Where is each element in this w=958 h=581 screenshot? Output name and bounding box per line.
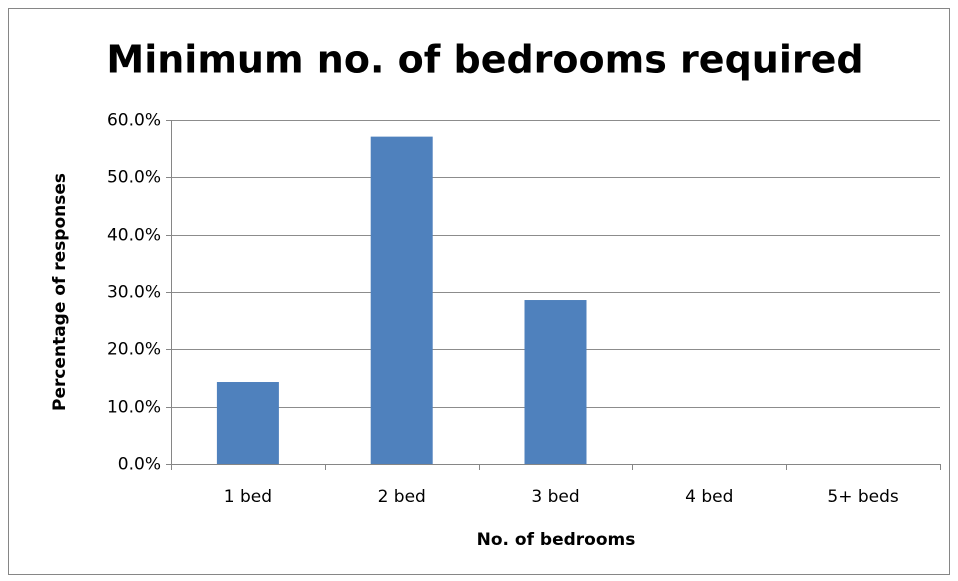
- x-axis-title: No. of bedrooms: [477, 530, 636, 550]
- bar: [216, 382, 279, 464]
- chart-title: Minimum no. of bedrooms required: [106, 38, 863, 82]
- x-tick-label: 5+ beds: [827, 487, 899, 507]
- y-tick-label: 60.0%: [107, 111, 161, 131]
- x-tick-label: 1 bed: [224, 487, 272, 507]
- bar: [370, 136, 433, 465]
- chart-border: [8, 8, 950, 575]
- y-tick-label: 10.0%: [107, 398, 161, 418]
- y-tick-label: 40.0%: [107, 226, 161, 246]
- y-tick-label: 30.0%: [107, 283, 161, 303]
- y-tick-label: 0.0%: [118, 455, 161, 475]
- y-axis-title: Percentage of responses: [50, 173, 70, 411]
- y-tick-label: 20.0%: [107, 340, 161, 360]
- bar: [524, 300, 587, 464]
- x-tick-label: 3 bed: [531, 487, 579, 507]
- x-tick-label: 4 bed: [685, 487, 733, 507]
- y-tick-label: 50.0%: [107, 168, 161, 188]
- x-tick-label: 2 bed: [378, 487, 426, 507]
